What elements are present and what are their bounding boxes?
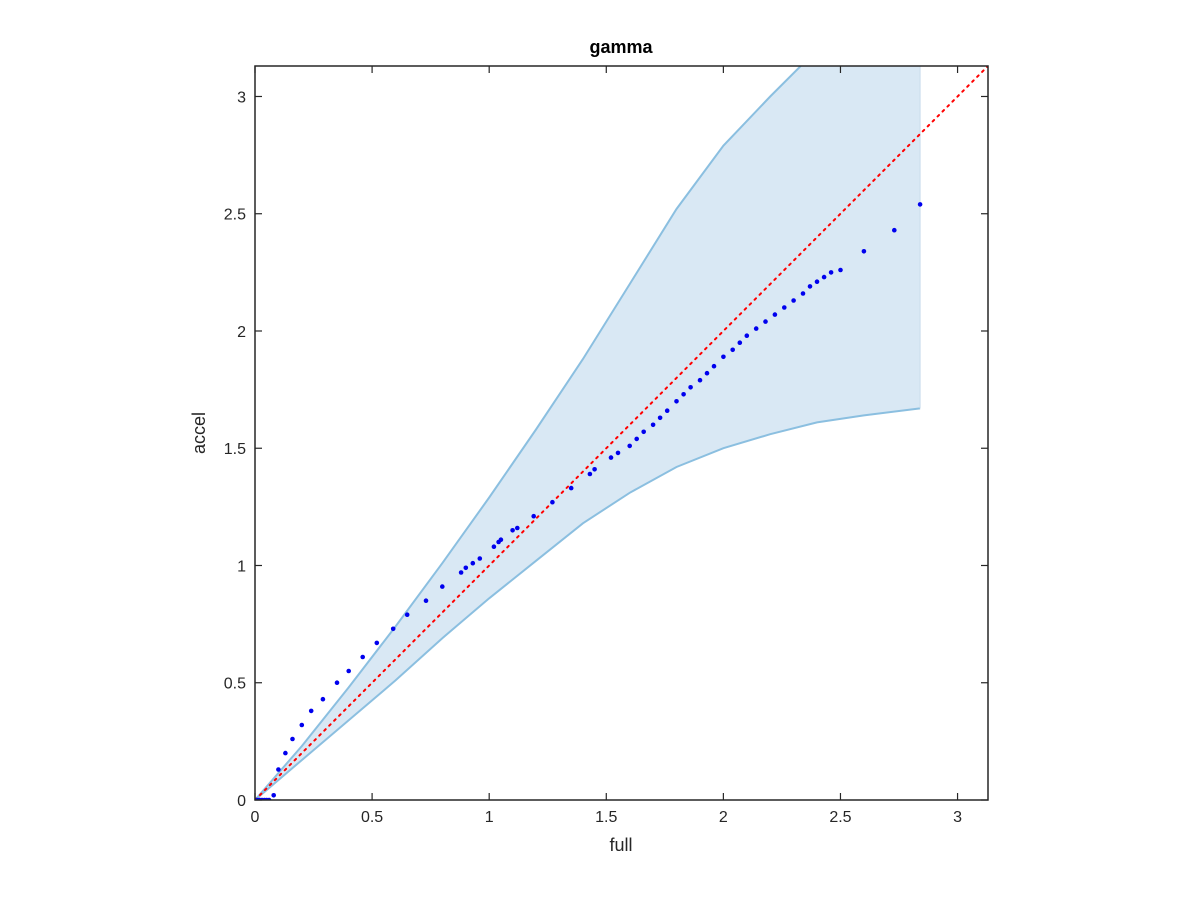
y-tick-label: 2.5 — [224, 207, 246, 224]
data-point — [838, 267, 843, 273]
data-point — [587, 471, 593, 477]
data-point — [458, 570, 464, 575]
data-point — [641, 429, 646, 435]
y-tick-label: 0 — [237, 793, 246, 810]
data-point — [917, 202, 923, 207]
data-point — [390, 626, 396, 632]
confidence-band-upper-edge — [255, 66, 802, 800]
data-point — [346, 668, 352, 674]
data-point — [608, 455, 614, 460]
data-point — [704, 370, 710, 376]
x-tick-label: 3 — [953, 809, 962, 826]
data-point — [627, 443, 632, 449]
chart-title: gamma — [589, 37, 653, 57]
data-point — [814, 279, 820, 285]
data-point — [763, 319, 768, 324]
x-axis-ticks: 0 0.5 1 1.5 2 2.5 3 — [251, 66, 962, 826]
data-point — [308, 708, 314, 714]
data-point — [737, 340, 743, 346]
data-point — [657, 415, 663, 421]
data-point — [730, 347, 735, 353]
x-axis-label: full — [609, 835, 632, 855]
data-point — [721, 354, 726, 360]
data-point — [283, 750, 288, 756]
data-point — [515, 525, 520, 531]
data-point — [828, 270, 834, 275]
data-point — [568, 485, 574, 491]
y-axis-label: accel — [189, 412, 209, 454]
data-point — [592, 467, 597, 472]
x-tick-label: 0 — [251, 809, 260, 826]
data-point — [423, 598, 429, 603]
data-point — [674, 399, 679, 404]
data-point — [753, 326, 759, 331]
identity-reference-line — [255, 66, 988, 800]
data-point — [360, 654, 366, 660]
data-point — [791, 298, 796, 303]
y-tick-label: 1 — [237, 558, 246, 575]
confidence-band-lower-edge — [255, 407, 921, 800]
data-point — [821, 274, 827, 280]
y-tick-label: 3 — [237, 89, 246, 106]
data-point — [491, 544, 497, 549]
x-tick-label: 0.5 — [361, 809, 383, 826]
plot-area — [255, 66, 988, 800]
data-points — [255, 202, 923, 800]
data-point — [271, 793, 277, 798]
data-point — [807, 284, 813, 289]
data-point — [510, 528, 515, 533]
data-point — [861, 249, 867, 254]
data-point — [800, 291, 806, 296]
data-point — [477, 556, 483, 561]
y-tick-label: 1.5 — [224, 441, 246, 458]
y-axis-ticks: 0 0.5 1 1.5 2 2.5 3 — [224, 89, 988, 810]
data-point — [440, 584, 445, 589]
data-point — [892, 227, 897, 233]
data-point — [711, 363, 717, 369]
data-point — [290, 736, 295, 742]
data-point — [531, 513, 536, 519]
data-point — [334, 680, 340, 685]
data-point — [681, 392, 686, 397]
data-point — [374, 640, 380, 646]
confidence-band — [255, 66, 921, 800]
data-point — [320, 696, 326, 702]
data-point — [463, 565, 469, 571]
data-point — [772, 312, 778, 317]
y-tick-label: 0.5 — [224, 676, 246, 693]
data-point — [615, 450, 621, 456]
data-point — [470, 560, 476, 566]
data-point — [782, 305, 787, 310]
y-tick-label: 2 — [237, 324, 246, 341]
data-point — [650, 422, 656, 428]
data-point — [744, 333, 750, 339]
data-point — [498, 537, 504, 542]
data-point — [276, 767, 281, 772]
x-tick-label: 1 — [485, 809, 494, 826]
x-tick-label: 1.5 — [595, 809, 617, 826]
data-point — [634, 436, 639, 442]
data-point — [404, 612, 410, 617]
axes-frame — [254, 65, 989, 801]
x-tick-label: 2.5 — [829, 809, 851, 826]
data-point — [664, 408, 670, 414]
data-point — [688, 385, 693, 390]
data-point — [299, 722, 305, 728]
x-tick-label: 2 — [719, 809, 728, 826]
data-point — [697, 377, 703, 383]
axes-box — [254, 65, 989, 801]
data-point — [550, 499, 555, 505]
